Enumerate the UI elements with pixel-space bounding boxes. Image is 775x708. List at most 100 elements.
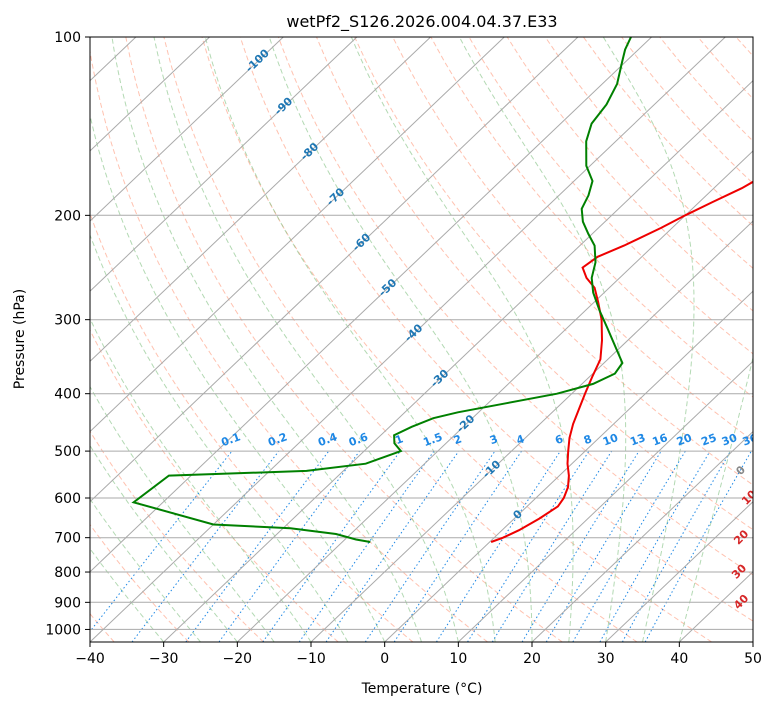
dry-adiabat [468,37,753,355]
y-tick-label: 700 [54,531,81,547]
y-tick-label: 600 [54,491,81,507]
x-tick-label: 20 [523,651,541,667]
isotherm-line [90,37,652,573]
moist-adiabat [111,37,422,642]
x-tick-label: 0 [380,651,389,667]
temperature-profile [490,180,753,543]
isotherm-line [310,220,753,642]
isotherm-line [605,501,753,642]
mixing-ratio-label: 16 [651,431,670,449]
mixing-ratio-label: 0.4 [316,430,339,449]
mixing-ratio-label: 4 [515,432,527,447]
dry-adiabat [621,37,753,185]
mixing-ratio-label: 36 [741,431,760,449]
mixing-ratio-label: 1 [393,432,405,447]
y-tick-label: 300 [54,313,81,329]
moist-adiabat [204,37,496,642]
dry-adiabat [90,212,414,642]
mixing-ratio-label: 30 [720,431,739,449]
mixing-ratio-label: 2 [452,432,464,447]
x-tick-label: −20 [223,651,253,667]
mixing-ratio-line [325,450,460,642]
mixing-ratio-line [262,450,401,642]
adiabat-label: 10 [739,487,759,507]
dry-adiabat [316,37,753,531]
mixing-ratio-label: 0.1 [219,430,242,449]
moist-adiabat [90,444,238,642]
mixing-ratio-label: 0.6 [347,430,370,449]
dry-adiabat [90,523,190,642]
x-tick-label: 30 [597,651,615,667]
mixing-ratio-line [435,450,561,642]
mixing-ratio-label: 8 [582,432,594,447]
moist-adiabat [153,37,459,642]
isotherm-line [90,37,210,152]
dry-adiabat [125,37,563,642]
moist-adiabat [90,113,386,642]
isotherm-line [236,150,753,642]
dry-adiabat [697,37,753,100]
x-tick-label: 40 [670,651,688,667]
isotherm-line [90,37,358,292]
mixing-ratio-label: 1.5 [421,430,444,449]
mixing-ratio-label: 20 [675,431,694,449]
mixing-ratio-line [298,450,435,642]
y-tick-label: 800 [54,565,81,581]
mixing-ratio-label: 0.2 [266,430,289,449]
y-tick-label: 400 [54,387,81,403]
adiabat-label: 40 [731,592,751,612]
isotherm-line [752,641,753,642]
isotherm-line [90,37,505,433]
plot-frame [89,36,754,643]
dry-adiabat [90,430,264,642]
mixing-ratio-line [599,450,711,642]
x-tick-label: 50 [744,651,762,667]
isotherm-label: -100 [243,46,272,75]
dry-adiabat [90,48,488,642]
mixing-ratio-label: 25 [699,431,718,448]
isotherm-line [90,37,431,363]
adiabat-zero-label: 0 [733,463,748,478]
isotherm-line [531,430,753,642]
isotherm-line [90,37,726,642]
mixing-ratio-label: 3 [488,432,500,447]
y-tick-label: 100 [54,30,81,46]
isotherm-line [163,80,753,642]
moist-adiabat [678,355,753,642]
mixing-ratio-line [218,450,361,642]
dry-adiabat [239,37,753,622]
y-tick-label: 1000 [45,622,81,638]
isotherm-line [678,571,753,642]
isotherm-line [0,37,62,642]
x-tick-label: 10 [449,651,467,667]
isotherm-line [457,360,753,642]
mixing-ratio-label: 13 [628,431,647,448]
y-tick-label: 500 [54,444,81,460]
y-tick-label: 900 [54,595,81,611]
isotherm-line [90,37,284,222]
mixing-ratio-line [90,450,233,633]
y-axis-label: Pressure (hPa) [12,289,28,389]
dry-adiabat [392,37,753,442]
isotherm-line [384,290,753,642]
moist-adiabat [350,37,574,642]
isotherm-line [90,37,579,503]
chart-title: wetPf2_S126.2026.004.04.37.E33 [286,12,557,32]
dewpoint-profile [131,37,632,543]
mixing-ratio-label: 10 [601,431,620,449]
moist-adiabat [90,233,349,642]
adiabat-label: 20 [731,527,751,547]
dry-adiabat [201,37,712,642]
x-tick-label: −10 [296,651,326,667]
plot-area: -100-90-80-70-60-50-40-30-20-1000.1 0.2 0.… [0,37,760,642]
dry-adiabat [90,328,339,642]
mixing-ratio-line [364,450,496,642]
mixing-ratio-line [393,450,523,642]
moist-adiabat [268,37,533,642]
axes: −40 −30 −20 −10 0 10 20 30 40 5010020030040050060… [45,30,762,667]
dry-adiabat [735,37,753,57]
mixing-ratio-line [644,450,752,642]
mixing-ratio-label: 6 [553,432,565,447]
x-tick-label: −30 [149,651,179,667]
